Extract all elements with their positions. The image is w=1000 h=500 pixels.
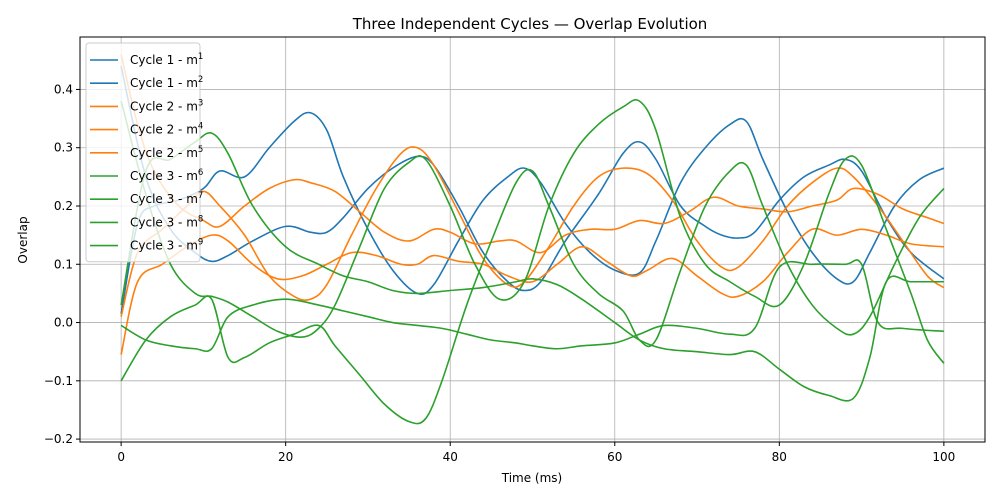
y-tick-label: 0.4 (54, 82, 73, 96)
x-tick-label: 80 (772, 450, 787, 464)
y-tick-label: 0.2 (54, 199, 73, 213)
y-tick-label: 0.1 (54, 257, 73, 271)
series-line-7 (120, 161, 945, 425)
series-line-8 (120, 131, 944, 402)
legend-entry: Cycle 3 - m8 (130, 214, 203, 229)
series-line-3 (120, 54, 945, 254)
legend-entry: Cycle 1 - m1 (130, 52, 203, 67)
y-tick-label: −0.1 (44, 374, 73, 388)
x-tick-label: 60 (607, 450, 622, 464)
legend-entry: Cycle 3 - m7 (130, 191, 203, 206)
legend-box (85, 42, 201, 263)
legend-entry: Cycle 2 - m4 (130, 122, 203, 137)
grid (80, 37, 985, 442)
series-line-5 (120, 146, 945, 317)
x-tick-label: 0 (117, 450, 125, 464)
x-tick-label: 20 (278, 450, 293, 464)
legend-entry: Cycle 3 - m6 (130, 168, 203, 183)
plot-frame (79, 36, 986, 443)
x-tick-label: 100 (932, 450, 955, 464)
y-tick-label: −0.2 (44, 432, 73, 446)
legend-entry: Cycle 3 - m9 (130, 238, 203, 253)
y-axis: −0.2 −0.1 0.0 0.1 0.2 0.3 0.4 (44, 82, 80, 446)
series-line-2 (120, 111, 945, 314)
y-axis-label: Overlap (16, 216, 30, 263)
y-tick-label: 0.3 (54, 141, 73, 155)
series-line-9 (120, 259, 944, 353)
legend-entry: Cycle 2 - m3 (130, 98, 203, 113)
chart-title: Three Independent Cycles — Overlap Evolu… (352, 15, 708, 33)
legend: Cycle 1 - m1 Cycle 1 - m2 Cycle 2 - m3 Cycl… (85, 42, 203, 263)
series-line-6 (120, 99, 945, 364)
x-tick-label: 40 (443, 450, 458, 464)
legend-entry: Cycle 2 - m5 (130, 145, 203, 160)
series-line-1 (120, 65, 945, 292)
x-axis-label: Time (ms) (501, 471, 563, 485)
y-tick-label: 0.0 (54, 316, 73, 330)
series-layer (120, 54, 945, 425)
x-axis: 0 20 40 60 80 100 (117, 442, 955, 464)
legend-entry: Cycle 1 - m2 (130, 75, 203, 90)
series-line-4 (120, 227, 944, 355)
